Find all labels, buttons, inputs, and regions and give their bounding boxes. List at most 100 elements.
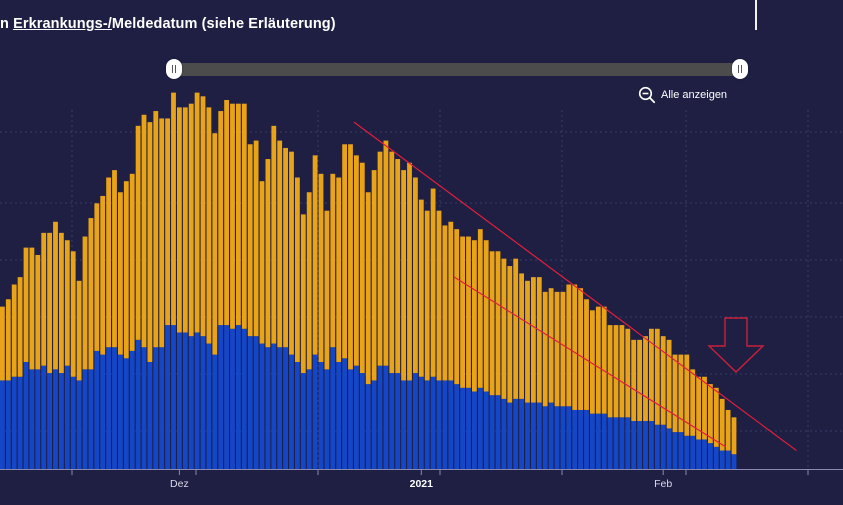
bar-top <box>17 277 23 377</box>
bar-bottom <box>495 395 501 469</box>
bar-top <box>401 170 406 381</box>
bar-top <box>241 103 247 329</box>
bar-bottom <box>35 369 41 469</box>
bar-top <box>159 118 165 348</box>
bar-top <box>171 92 176 326</box>
bar-bottom <box>454 384 460 469</box>
title-suffix: Meldedatum (siehe Erläuterung) <box>111 16 336 32</box>
bar-bottom <box>613 417 619 469</box>
bar-bottom <box>23 361 29 469</box>
bar-top <box>430 188 436 377</box>
bar-top <box>389 151 395 374</box>
bar-bottom <box>354 365 359 469</box>
bar-bottom <box>336 361 342 469</box>
bar-bottom <box>407 380 412 469</box>
bar-top <box>684 354 690 436</box>
bar-bottom <box>637 421 642 469</box>
bar-bottom <box>719 450 725 469</box>
bar-top <box>153 111 159 348</box>
bar-top <box>259 181 265 344</box>
bar-bottom <box>247 336 253 469</box>
range-slider-right-handle[interactable] <box>732 59 748 79</box>
bar-top <box>495 251 501 396</box>
bar-bottom <box>649 421 654 469</box>
bar-top <box>348 144 353 370</box>
bar-top <box>531 277 536 403</box>
bar-bottom <box>147 361 153 469</box>
bar-bottom <box>241 328 247 469</box>
bar-top <box>118 192 123 355</box>
bar-top <box>354 155 359 366</box>
bar-top <box>188 103 194 337</box>
bar-bottom <box>277 347 283 469</box>
bar-top <box>35 254 41 370</box>
bar-top <box>619 325 625 418</box>
bar-top <box>472 240 477 392</box>
bar-bottom <box>88 369 94 469</box>
bar-top <box>418 199 424 377</box>
bar-top <box>129 173 135 351</box>
bar-top <box>407 162 412 381</box>
bar-bottom <box>265 347 271 469</box>
bar-bottom <box>625 417 631 469</box>
bar-top <box>424 210 430 381</box>
bar-top <box>300 214 306 374</box>
bar-top <box>5 299 11 381</box>
bar-top <box>141 114 147 348</box>
bar-top <box>295 177 300 362</box>
bar-top <box>318 173 324 362</box>
bar-bottom <box>5 380 11 469</box>
bar-top <box>289 151 294 355</box>
bar-bottom <box>619 417 625 469</box>
bar-top <box>277 140 283 348</box>
bar-top <box>64 240 70 366</box>
bar-bottom <box>118 354 123 469</box>
bar-bottom <box>531 402 536 469</box>
bar-bottom <box>401 380 406 469</box>
bar-bottom <box>566 406 572 469</box>
bar-bottom <box>318 361 324 469</box>
bar-bottom <box>253 336 259 469</box>
bar-bottom <box>365 384 371 469</box>
bar-top <box>507 266 513 403</box>
trend-line <box>353 121 797 452</box>
bar-top <box>306 192 312 370</box>
bar-bottom <box>436 380 442 469</box>
bar-bottom <box>713 446 719 469</box>
bar-top <box>253 140 259 337</box>
bar-top <box>271 125 277 344</box>
bar-top <box>536 277 542 403</box>
bar-top <box>708 384 713 444</box>
range-slider-track[interactable] <box>168 63 746 76</box>
bar-top <box>719 398 725 451</box>
bar-bottom <box>53 369 58 469</box>
bar-bottom <box>165 325 170 469</box>
bar-bottom <box>472 391 477 469</box>
bar-top <box>112 170 117 348</box>
bar-top <box>696 376 701 440</box>
bar-top <box>247 144 253 337</box>
bar-top <box>578 288 583 410</box>
bar-top <box>100 195 106 355</box>
bar-bottom <box>94 350 100 469</box>
bar-bottom <box>289 354 294 469</box>
bar-bottom <box>123 358 129 469</box>
bar-top <box>182 107 188 333</box>
bar-bottom <box>607 417 613 469</box>
chart-title: n Erkrankungs-/Meldedatum (siehe Erläute… <box>0 16 336 32</box>
range-slider-left-handle[interactable] <box>166 59 182 79</box>
bar-bottom <box>29 369 35 469</box>
bar-top <box>165 118 170 326</box>
bar-top <box>342 144 347 359</box>
bar-top <box>595 306 601 414</box>
bar-top <box>460 236 465 388</box>
bar-top <box>501 258 507 399</box>
bar-bottom <box>554 406 560 469</box>
bar-top <box>23 247 29 362</box>
bar-top <box>448 221 454 381</box>
show-all-button[interactable]: Alle anzeigen <box>638 86 727 104</box>
bar-bottom <box>112 347 117 469</box>
bar-bottom <box>182 332 188 469</box>
title-link[interactable]: Erkrankungs-/ <box>13 16 112 32</box>
bar-top <box>88 218 94 370</box>
